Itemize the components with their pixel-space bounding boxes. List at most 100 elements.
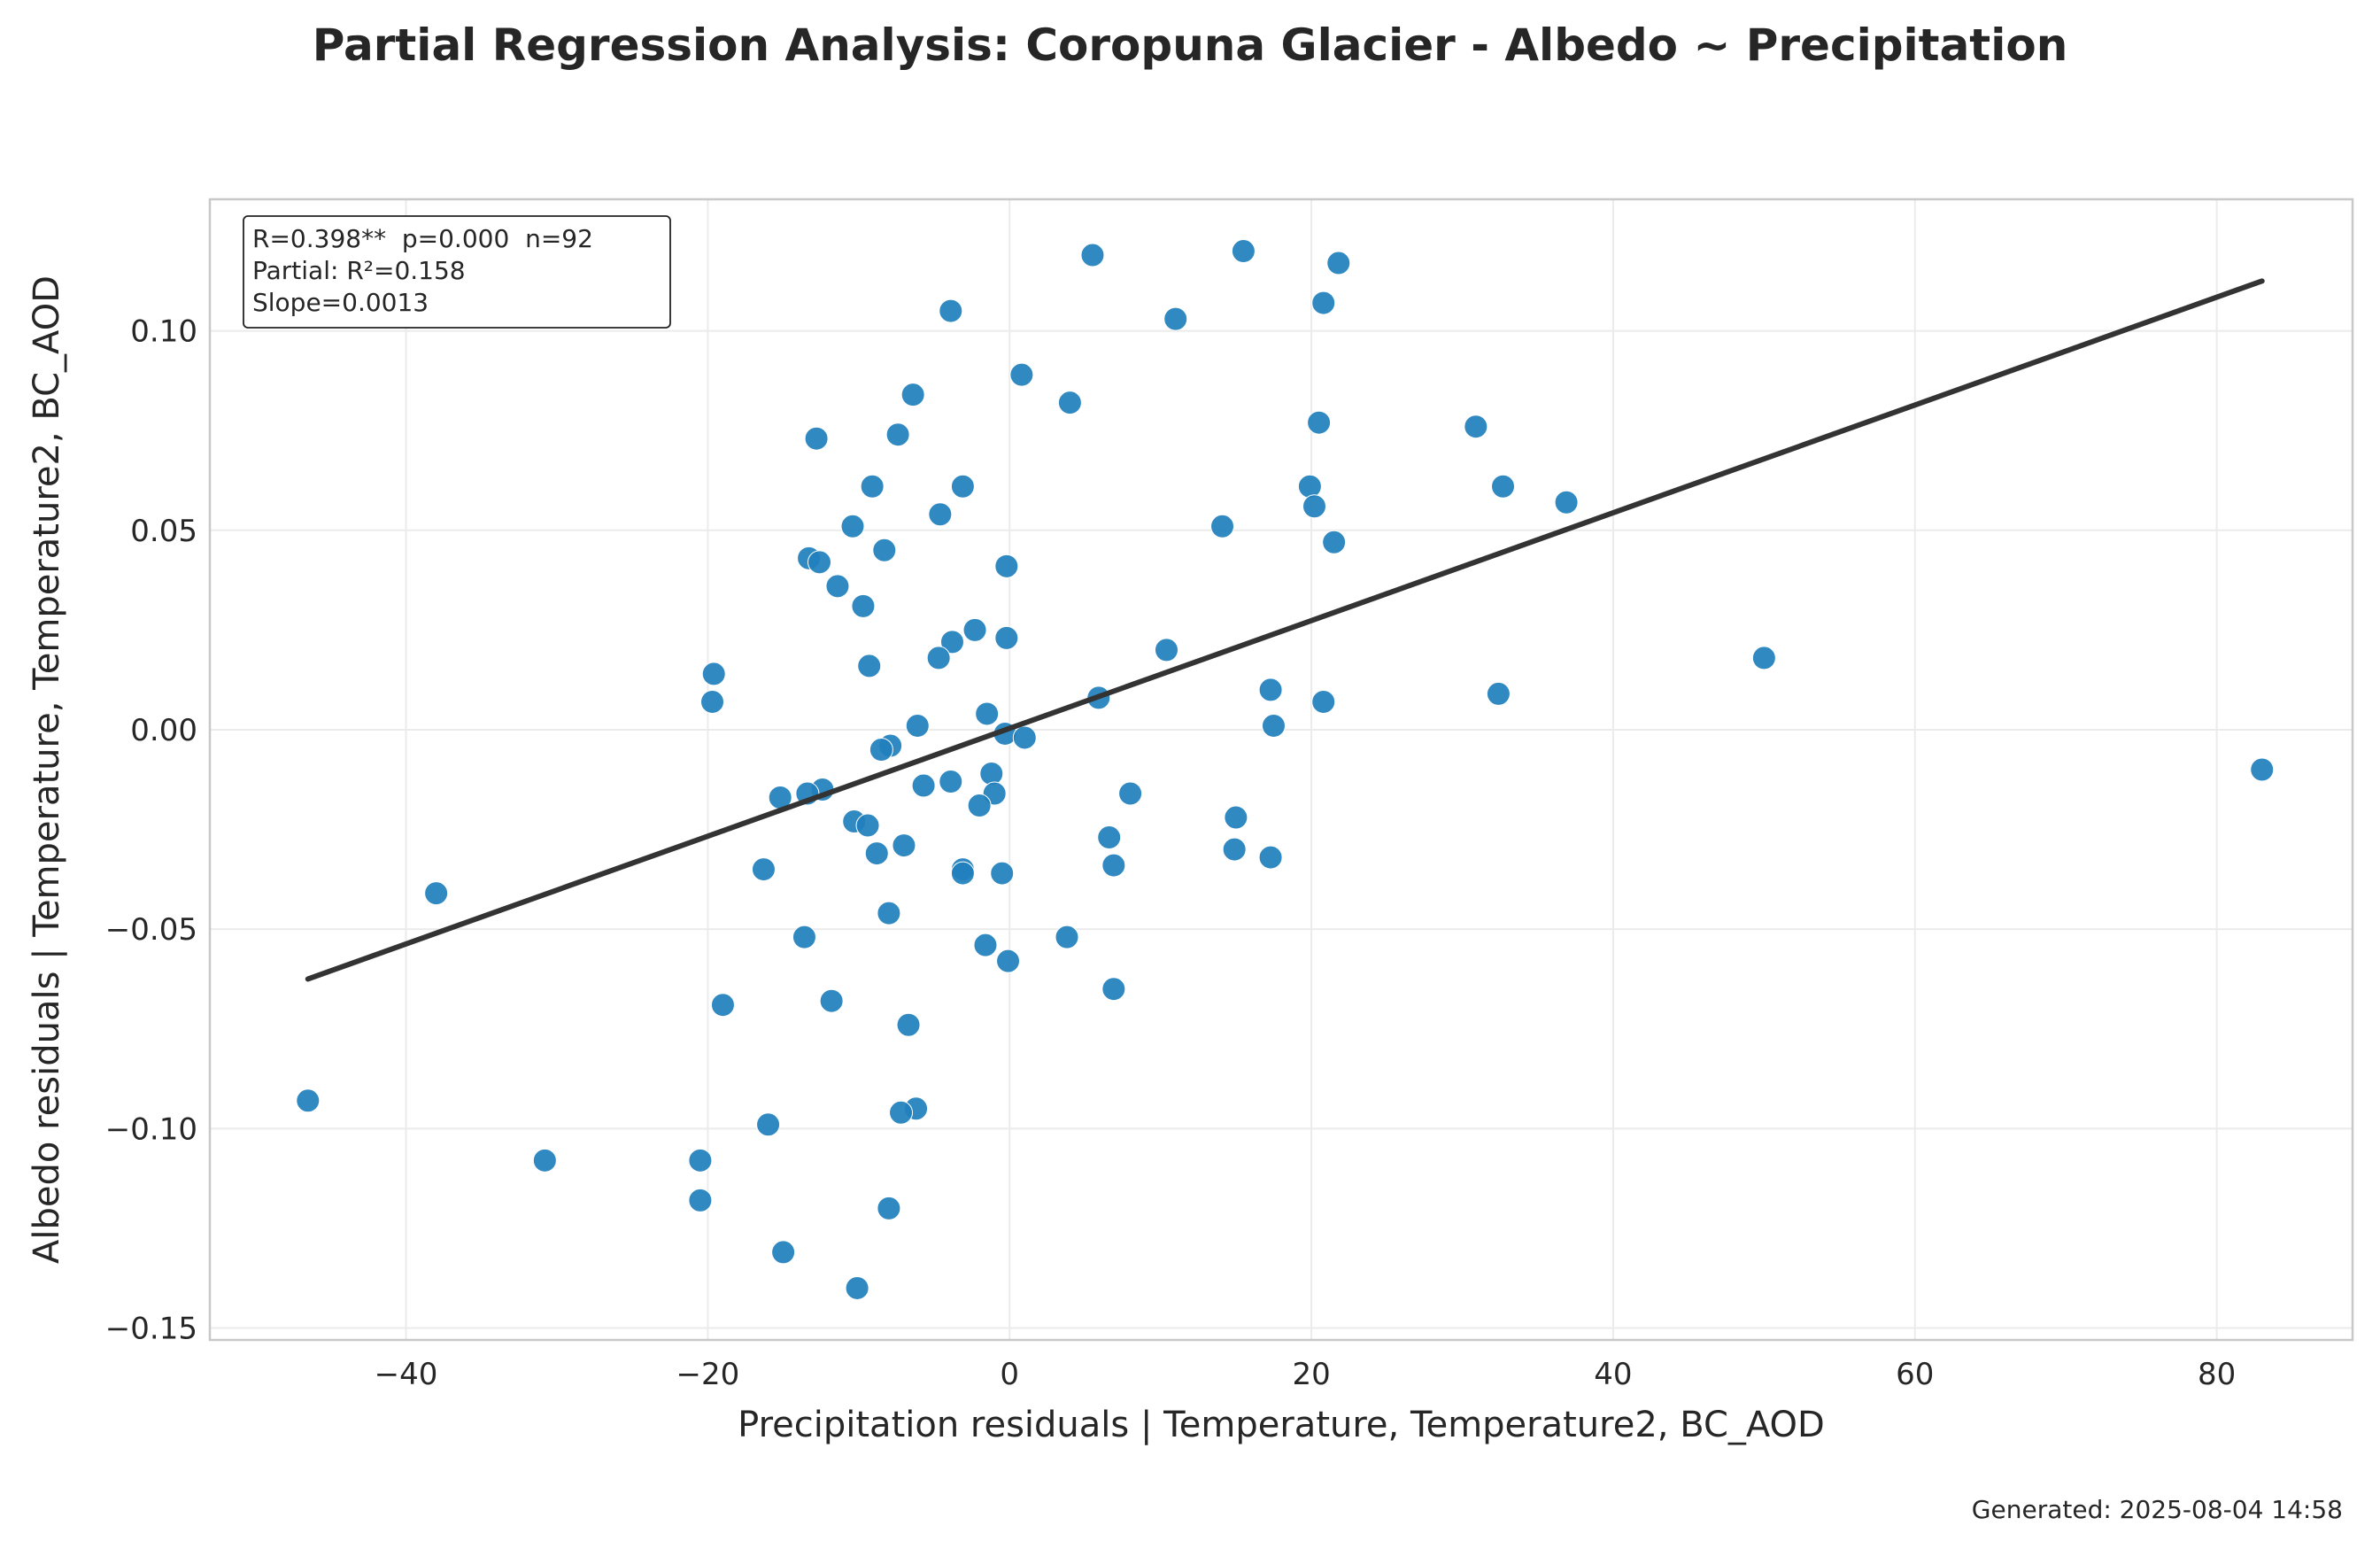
scatter-point xyxy=(975,701,1000,726)
scatter-point xyxy=(1118,781,1143,806)
scatter-point xyxy=(840,514,865,538)
scatter-point xyxy=(939,298,963,323)
scatter-point xyxy=(1097,825,1122,850)
scatter-point xyxy=(990,861,1015,886)
scatter-point xyxy=(1297,474,1322,499)
chart-title: Partial Regression Analysis: Coropuna Gl… xyxy=(313,19,2068,71)
scatter-point xyxy=(872,538,897,562)
scatter-point xyxy=(950,861,975,886)
scatter-point xyxy=(710,993,735,1018)
scatter-point xyxy=(1322,530,1347,554)
scatter-point xyxy=(424,881,449,906)
scatter-point xyxy=(1307,410,1332,435)
scatter-point xyxy=(1554,490,1579,515)
x-tick-label: −20 xyxy=(676,1357,740,1392)
stats-line-correlation: R=0.398** p=0.000 n=92 xyxy=(252,224,593,253)
scatter-point xyxy=(1491,474,1516,499)
y-tick-label: 0.05 xyxy=(130,514,197,549)
scatter-point xyxy=(1080,243,1105,267)
scatter-point xyxy=(860,474,885,499)
scatter-point xyxy=(1751,646,1776,670)
scatter-point xyxy=(1154,638,1178,662)
x-axis-ticks: −40 −20 0 20 40 60 80 xyxy=(375,1357,2237,1392)
stats-line-slope: Slope=0.0013 xyxy=(252,288,429,317)
scatter-point xyxy=(996,949,1021,973)
scatter-point xyxy=(900,383,925,407)
scatter-point xyxy=(1258,678,1283,702)
y-tick-label: −0.05 xyxy=(105,912,197,948)
scatter-point xyxy=(1224,805,1248,830)
scatter-point xyxy=(896,1012,921,1037)
scatter-point xyxy=(532,1148,557,1173)
scatter-point xyxy=(928,502,953,527)
scatter-point xyxy=(877,901,901,925)
x-tick-label: 20 xyxy=(1292,1357,1330,1392)
scatter-point xyxy=(845,1275,869,1300)
x-axis-label: Precipitation residuals | Temperature, T… xyxy=(738,1405,1825,1445)
scatter-point xyxy=(1311,689,1336,714)
scatter-point xyxy=(751,857,776,882)
scatter-point xyxy=(792,925,816,949)
y-axis-label: Albedo residuals | Temperature, Temperat… xyxy=(27,275,67,1264)
scatter-point xyxy=(1101,977,1126,1002)
scatter-point xyxy=(1163,306,1188,331)
y-tick-label: −0.15 xyxy=(105,1311,197,1346)
x-tick-label: 60 xyxy=(1896,1357,1934,1392)
scatter-point xyxy=(994,554,1019,578)
y-axis-ticks: −0.15 −0.10 −0.05 0.00 0.05 0.10 xyxy=(105,314,197,1347)
scatter-point xyxy=(700,689,725,714)
scatter-point xyxy=(855,813,880,838)
scatter-point xyxy=(973,933,998,957)
scatter-point xyxy=(771,1240,796,1265)
scatter-point xyxy=(1261,713,1286,738)
scatter-point xyxy=(825,574,850,599)
scatter-point xyxy=(979,762,1004,786)
scatter-point xyxy=(1055,925,1079,949)
stats-box-frame xyxy=(243,215,671,329)
scatter-point xyxy=(926,646,951,670)
scatter-point xyxy=(851,593,876,618)
scatter-point xyxy=(1012,725,1037,750)
scatter-point xyxy=(962,617,987,642)
scatter-point xyxy=(911,773,936,798)
scatter-point xyxy=(1311,290,1336,315)
scatter-point xyxy=(819,988,844,1013)
scatter-point xyxy=(1326,251,1351,275)
scatter-point xyxy=(1210,514,1235,538)
scatter-point xyxy=(939,770,963,794)
stats-line-partial-r2: Partial: R²=0.158 xyxy=(252,256,466,285)
scatter-point xyxy=(885,422,910,447)
x-tick-label: 80 xyxy=(2198,1357,2236,1392)
plot-area-frame xyxy=(208,197,2354,1342)
scatter-point xyxy=(950,474,975,499)
scatter-point xyxy=(2250,757,2275,782)
regression-fit-line xyxy=(305,278,2265,982)
scatter-point xyxy=(1231,239,1256,264)
scatter-point xyxy=(804,426,829,451)
scatter-point xyxy=(756,1112,781,1137)
x-tick-label: 40 xyxy=(1594,1357,1632,1392)
scatter-point xyxy=(892,833,916,858)
scatter-point xyxy=(857,654,882,678)
scatter-point xyxy=(905,713,930,738)
scatter-points xyxy=(296,239,2275,1300)
scatter-point xyxy=(1057,391,1082,415)
scatter-point xyxy=(1101,853,1126,878)
scatter-point xyxy=(1486,681,1511,706)
y-tick-label: −0.10 xyxy=(105,1111,197,1147)
scatter-point xyxy=(1222,837,1247,862)
scatter-point xyxy=(1464,414,1488,439)
scatter-point xyxy=(864,841,889,866)
scatter-point xyxy=(1258,845,1283,870)
y-tick-label: 0.00 xyxy=(130,713,197,748)
scatter-point xyxy=(939,630,964,654)
scatter-point xyxy=(701,662,726,686)
x-tick-label: −40 xyxy=(375,1357,438,1392)
stats-box: R=0.398** p=0.000 n=92 Partial: R²=0.158… xyxy=(243,215,671,329)
y-tick-label: 0.10 xyxy=(130,314,197,350)
generated-timestamp: Generated: 2025-08-04 14:58 xyxy=(1972,1495,2343,1524)
scatter-point xyxy=(1009,362,1034,387)
scatter-point xyxy=(994,625,1019,650)
scatter-point xyxy=(889,1100,914,1125)
